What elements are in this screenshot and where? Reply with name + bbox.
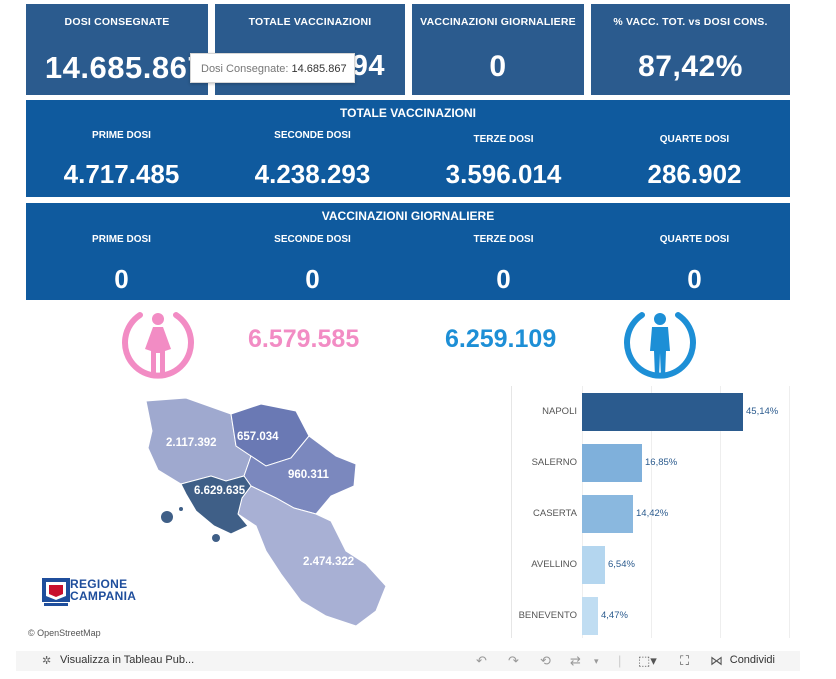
bar-benevento[interactable] [582,597,598,635]
gridline [651,386,652,638]
band-value: 0 [687,264,702,294]
kpi-title: % VACC. TOT. vs DOSI CONS. [613,16,768,28]
band-label: TERZE DOSI [473,234,534,245]
bar-category-label: BENEVENTO [518,610,577,621]
map-credit[interactable]: © OpenStreetMap [28,628,101,638]
share-icon[interactable]: ⋈ [710,653,723,668]
kpi-title: TOTALE VACCINAZIONI [248,16,372,28]
gridline [720,386,721,638]
map-label-caserta: 2.117.392 [166,437,217,449]
bar-value-label: 6,54% [608,559,635,570]
redo-icon[interactable]: ↷ [508,653,519,668]
bar-category-label: CASERTA [533,508,577,519]
band-title: VACCINAZIONI GIORNALIERE [321,209,495,223]
logo-text-line2: CAMPANIA [70,589,137,603]
band-value: 0 [114,264,129,294]
totale-prime-dosi[interactable]: PRIME DOSI 4.717.485 [26,100,217,197]
kpi-title: VACCINAZIONI GIORNALIERE [420,16,576,28]
band-value: 0 [496,264,511,294]
tooltip-value: 14.685.867 [291,63,347,75]
bar-value-label: 14,42% [636,508,669,519]
island-procida [179,507,183,511]
bar-category-label: SALERNO [531,457,577,468]
share-button[interactable]: Condividi [729,654,775,666]
band-label: PRIME DOSI [92,130,151,141]
kpi-title: DOSI CONSEGNATE [64,16,170,28]
gridline [789,386,790,638]
map-label-avellino: 960.311 [288,469,329,481]
vaccinazioni-giornaliere-band: VACCINAZIONI GIORNALIERE PRIME DOSI 0 SE… [26,203,790,300]
giornaliere-seconde-dosi[interactable]: SECONDE DOSI 0 [217,203,408,300]
bar-avellino[interactable] [582,546,605,584]
giornaliere-terze-dosi[interactable]: TERZE DOSI 0 [408,203,599,300]
kpi-value: 0 [489,50,507,83]
tableau-toolbar: ✲ Visualizza in Tableau Pub... ↶ ↷ ⟲ ⇄ ▾… [16,651,800,671]
female-icon [122,312,194,379]
giornaliere-quarte-dosi[interactable]: QUARTE DOSI 0 [599,203,790,300]
bar-value-label: 45,14% [746,406,779,417]
campania-shield-icon [42,578,70,606]
kpi-vaccinazioni-giornaliere[interactable]: VACCINAZIONI GIORNALIERE 0 [412,4,584,95]
bar-napoli[interactable] [582,393,743,431]
band-label: PRIME DOSI [92,234,151,245]
salerno-region [237,485,387,627]
island-ischia [161,511,173,523]
kpi-percentuale-vaccinati[interactable]: % VACC. TOT. vs DOSI CONS. 87,42% [591,4,790,95]
band-label: SECONDE DOSI [274,130,351,141]
band-title: TOTALE VACCINAZIONI [340,106,476,120]
map-label-napoli: 6.629.635 [194,485,246,497]
male-count: 6.259.109 [445,325,557,353]
band-value: 286.902 [647,159,742,189]
divider: | [618,653,622,668]
totale-vaccinazioni-band: TOTALE VACCINAZIONI PRIME DOSI 4.717.485… [26,100,790,197]
bar-caserta[interactable] [582,495,633,533]
bar-value-label: 4,47% [601,610,628,621]
female-count: 6.579.585 [248,325,360,353]
band-label: TERZE DOSI [473,134,534,145]
male-icon [624,312,696,379]
kpi-value: 14.685.867 [44,50,206,85]
totale-seconde-dosi[interactable]: SECONDE DOSI 4.238.293 [217,100,408,197]
giornaliere-prime-dosi[interactable]: PRIME DOSI 0 [26,203,217,300]
undo-icon[interactable]: ↶ [476,653,487,668]
band-label: QUARTE DOSI [659,134,730,145]
band-value: 4.238.293 [254,159,371,189]
bar-value-label: 16,85% [645,457,678,468]
bar-category-label: NAPOLI [542,406,577,417]
logo-text-line1: REGIONE [70,577,128,591]
band-value: 3.596.014 [445,159,562,189]
kpi-dosi-consegnate[interactable]: DOSI CONSEGNATE 14.685.867 [26,4,208,95]
province-bar-chart: NAPOLI 45,14% SALERNO 16,85% CASERTA 14,42% AV… [515,386,795,638]
tooltip-label: Dosi Consegnate: [201,63,289,75]
fullscreen-icon[interactable]: ⛶ [680,653,690,668]
download-icon[interactable]: ⬚▾ [638,653,657,668]
totale-terze-dosi[interactable]: TERZE DOSI 3.596.014 [408,100,599,197]
band-value: 4.717.485 [63,159,180,189]
tableau-logo-icon: ✲ [42,655,52,667]
map-shapes [145,397,387,627]
bar-category-label: AVELLINO [531,559,577,570]
map-label-benevento: 657.034 [237,431,279,443]
kpi-value: 87,42% [638,50,743,83]
view-in-tableau-link[interactable]: Visualizza in Tableau Pub... [60,654,195,666]
bar-salerno[interactable] [582,444,642,482]
island-capri [212,534,220,542]
revert-icon[interactable]: ⟲ [540,653,551,668]
map-label-salerno: 2.474.322 [303,556,355,568]
band-label: QUARTE DOSI [659,234,730,245]
refresh-icon[interactable]: ⇄ [570,653,581,668]
band-value: 0 [305,264,320,294]
napoli-region [180,475,252,535]
campania-map[interactable]: 2.117.392 657.034 960.311 6.629.635 2.47… [26,386,512,638]
tooltip: Dosi Consegnate: 14.685.867 [190,53,355,83]
regione-campania-logo: REGIONE CAMPANIA [40,576,150,608]
totale-quarte-dosi[interactable]: QUARTE DOSI 286.902 [599,100,790,197]
band-label: SECONDE DOSI [274,234,351,245]
pause-dropdown-icon[interactable]: ▾ [594,656,599,666]
